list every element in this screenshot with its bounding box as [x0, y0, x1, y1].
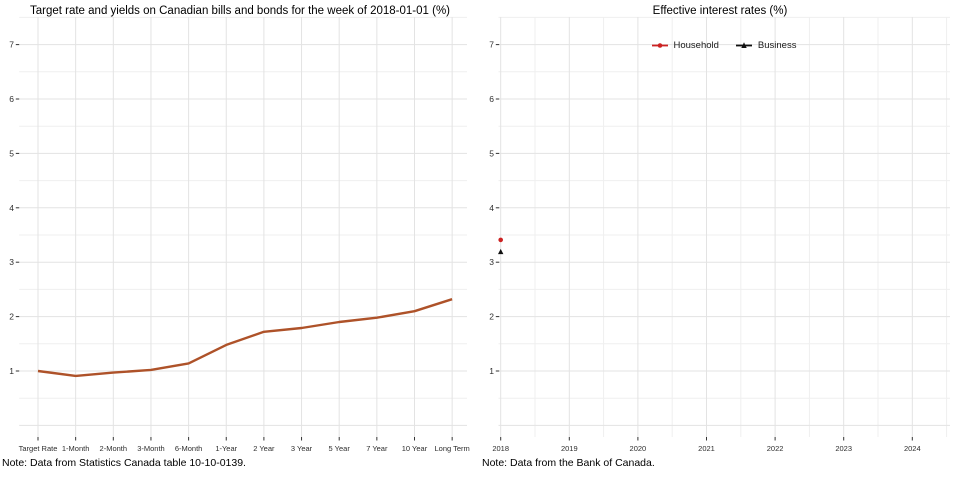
business-line-marker-icon	[735, 41, 752, 48]
grid-minor	[19, 16, 467, 399]
svg-text:3 Year: 3 Year	[291, 444, 313, 453]
svg-text:2 Year: 2 Year	[253, 444, 275, 453]
svg-text:5: 5	[9, 148, 14, 158]
statcan-source-note: Note: Data from Statistics Canada table …	[2, 457, 246, 469]
legend-label-business: Business	[757, 39, 797, 51]
x-axis-labels: Target Rate 1-Month 2-Month 3-Month 6-Month 1…	[19, 444, 470, 453]
legend-label-household: Household	[673, 39, 719, 51]
svg-text:4: 4	[489, 203, 494, 213]
household-line-marker-icon	[651, 42, 668, 48]
grid-minor	[498, 16, 950, 437]
legend: Household Business	[497, 38, 950, 52]
svg-text:2022: 2022	[767, 444, 784, 453]
svg-text:2-Month: 2-Month	[100, 444, 128, 453]
svg-text:3-Month: 3-Month	[137, 444, 165, 453]
svg-text:1-Month: 1-Month	[62, 444, 90, 453]
svg-text:2024: 2024	[904, 444, 921, 453]
x-axis-ticks	[37, 437, 453, 441]
series-points-business	[498, 248, 504, 255]
svg-text:5: 5	[489, 148, 494, 158]
grid-major	[19, 17, 467, 437]
yield-curve-chart: Target rate and yields on Canadian bills…	[2, 5, 470, 469]
svg-text:7 Year: 7 Year	[366, 444, 388, 453]
legend-item-household: Household	[651, 40, 719, 51]
y-axis-ticks	[495, 44, 500, 372]
svg-text:10 Year: 10 Year	[402, 444, 428, 453]
svg-text:Target Rate: Target Rate	[19, 444, 58, 453]
svg-text:2019: 2019	[561, 444, 578, 453]
svg-text:3: 3	[9, 257, 14, 267]
legend-item-business: Business	[735, 39, 797, 51]
svg-text:2023: 2023	[835, 444, 852, 453]
x-axis-ticks	[500, 437, 913, 441]
svg-text:3: 3	[489, 257, 494, 267]
svg-text:2: 2	[9, 312, 14, 322]
yield-curve-plot-area: 1 2 3 4 5 6 7 Target Rate 1-Month 2-Month 3-Month 6…	[9, 16, 470, 453]
svg-text:1-Year: 1-Year	[215, 444, 237, 453]
svg-text:7: 7	[9, 40, 14, 50]
svg-text:1: 1	[9, 366, 14, 376]
y-axis-ticks	[15, 44, 20, 372]
yield-curve-line	[37, 298, 453, 378]
svg-text:2020: 2020	[630, 444, 647, 453]
effective-rates-chart-title: Effective interest rates (%)	[652, 5, 788, 17]
svg-text:2018: 2018	[492, 444, 509, 453]
effective-rates-plot-area: 1 2 3 4 5 6 7 2018 2019 2020 2021 2022 2023 2024	[489, 16, 950, 453]
y-axis-labels: 1 2 3 4 5 6 7	[9, 40, 14, 376]
svg-text:6: 6	[9, 94, 14, 104]
svg-text:5 Year: 5 Year	[329, 444, 351, 453]
y-axis-labels: 1 2 3 4 5 6 7	[489, 40, 494, 376]
x-axis-labels: 2018 2019 2020 2021 2022 2023 2024	[492, 444, 920, 453]
svg-text:Long Term: Long Term	[434, 444, 469, 453]
yield-curve-chart-title: Target rate and yields on Canadian bills…	[29, 5, 450, 17]
grid-major	[498, 17, 950, 437]
svg-text:6-Month: 6-Month	[175, 444, 203, 453]
svg-text:2021: 2021	[698, 444, 715, 453]
series-points-household	[498, 237, 503, 243]
svg-text:7: 7	[489, 40, 494, 50]
svg-text:6: 6	[489, 94, 494, 104]
boc-source-note: Note: Data from the Bank of Canada.	[482, 457, 655, 469]
svg-text:4: 4	[9, 203, 14, 213]
effective-rates-chart: Effective interest rates (%) 1 2 3 4 5 6 7 2018…	[480, 0, 960, 480]
svg-text:1: 1	[489, 366, 494, 376]
svg-text:2: 2	[489, 312, 494, 322]
